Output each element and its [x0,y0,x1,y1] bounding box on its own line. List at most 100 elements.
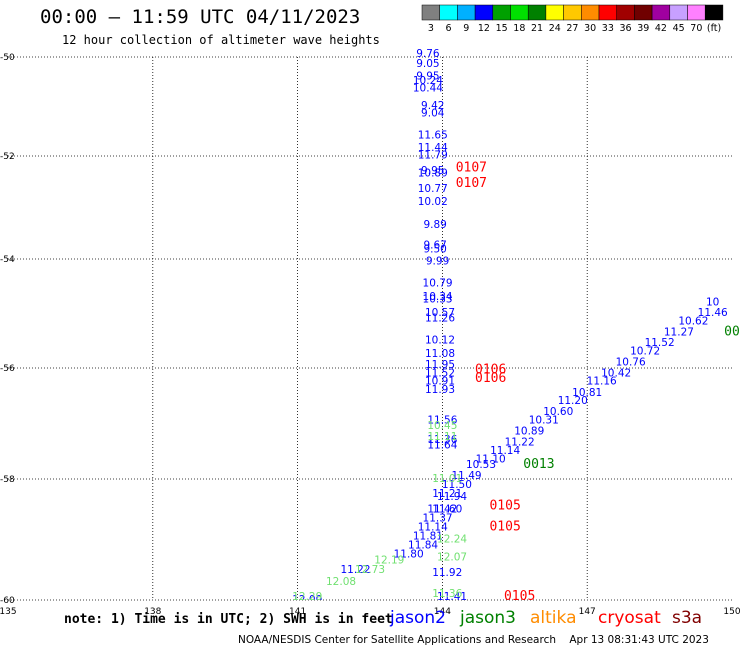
jason2-swh-label: 11.41 [437,591,467,603]
jason2-swh-label: 11.14 [490,445,520,457]
jason3-swh-label: 12.08 [326,576,356,588]
y-tick-label: -60 [0,596,15,606]
scale-label: 36 [620,23,632,34]
x-tick-label: 138 [144,607,161,617]
jason2-swh-label: 11.60 [432,503,462,515]
jason2-swh-label: 11.84 [408,540,438,552]
scale-label: 3 [428,23,434,34]
jason2-swh-label: 11.37 [423,512,453,524]
scale-label: 45 [673,23,685,34]
jason2-swh-label: 11.56 [427,415,457,427]
jason2-swh-label: 11.44 [418,142,448,154]
scale-label: 24 [549,23,561,34]
jason2-swh-label: 10.24 [413,75,443,87]
jason2-swh-label: 11.95 [425,359,455,371]
x-tick-label: 144 [434,607,451,617]
jason3-swh-label: 12.73 [355,564,385,576]
scale-label: 30 [584,23,596,34]
jason2-swh-label: 11.46 [698,307,728,319]
jason2-swh-label: 11.94 [437,491,467,503]
jason2-swh-label: 9.76 [416,48,440,60]
jason2-swh-label: 11.64 [427,439,457,451]
jason2-swh-label: 11.20 [558,395,588,407]
jason3-swh-label: 12.07 [437,552,467,564]
time-label: 0107 [456,160,487,175]
jason2-swh-label: 9.95 [416,70,439,82]
jason2-swh-label: 10.89 [514,426,544,438]
jason2-swh-label: 10.79 [423,277,453,289]
jason2-swh-label: 11.65 [418,130,448,142]
jason2-swh-label: 11.52 [645,337,675,349]
jason2-swh-label: 10.98 [181,643,211,650]
jason2-swh-label: 10.33 [423,294,453,306]
chart-title: 00:00 – 11:59 UTC 04/11/2023 [40,6,361,28]
jason2-swh-label: 11.42 [427,503,457,515]
jason2-swh-label: 10.60 [543,406,573,418]
x-tick-label: 141 [289,607,306,617]
jason2-swh-label: 11.52 [425,367,455,379]
jason2-swh-label: 11.22 [340,564,370,576]
jason2-swh-label: 11.14 [418,521,448,533]
jason2-swh-label: 9.99 [426,255,449,267]
jason2-swh-label: 12.00 [292,594,322,606]
time-label: 0013 [523,457,554,472]
x-tick-label: 150 [723,607,740,617]
y-tick-label: -52 [0,152,15,162]
scale-label: 9 [463,23,469,34]
color-scale-legend: 3 6 9 12 15 18 21 24 27 30 33 36 39 42 45 70 (ft) [421,4,724,34]
jason2-swh-label: 9.95 [421,165,444,177]
time-label: 0105 [504,589,535,604]
grid [8,56,732,601]
jason2-swh-label: 10.81 [572,387,602,399]
jason3-swh-label: 11.36 [432,588,462,600]
jason2-swh-label: 10.34 [423,291,453,303]
time-label: 0105 [489,519,520,534]
scale-swatch [704,4,724,21]
jason2-swh-label: 10.31 [529,415,559,427]
jason2-swh-label: 9.04 [421,107,445,119]
jason2-swh-label: 11.50 [442,479,472,491]
jason2-swh-label: 9.42 [421,100,444,112]
time-label: 0105 [489,498,520,513]
legend-cryosat: cryosat [598,608,661,628]
data-points: 9.769.059.9510.2410.449.429.0411.6511.44… [181,48,740,650]
jason2-swh-label: 11.92 [432,567,462,579]
jason2-swh-label: 11.21 [432,488,462,500]
scale-label: 42 [655,23,667,34]
legend-jason2: jason2 [390,608,446,628]
jason2-swh-label: 11.16 [587,376,617,388]
time-label: 0106 [475,363,506,378]
scale-label: 18 [513,23,525,34]
jason2-swh-label: 11.26 [425,313,455,325]
scale-label: 21 [531,23,543,34]
scale-label: 39 [637,23,649,34]
scale-label: 6 [446,23,452,34]
time-label: 00 [724,324,740,339]
jason2-swh-label: 10.42 [601,367,631,379]
jason2-swh-label: 10.76 [616,356,646,368]
chart-subtitle: 12 hour collection of altimeter wave hei… [62,33,380,47]
jason2-swh-label: 10.91 [425,376,455,388]
scale-label: 33 [602,23,614,34]
jason2-swh-label: 9.50 [423,243,446,255]
x-tick-label: 147 [579,607,596,617]
jason2-swh-label: 11.10 [476,453,506,465]
time-label: 0107 [456,176,487,191]
jason2-swh-label: 10.72 [630,345,660,357]
jason3-swh-label: 12.29 [292,591,322,603]
jason2-swh-label: 10.77 [418,183,448,195]
legend-altika: altika [530,608,577,628]
jason2-swh-label: 11.81 [413,531,443,543]
scale-label: (ft) [707,23,721,34]
jason3-swh-label: 12.24 [437,534,467,546]
jason2-swh-label: 10.89 [418,168,448,180]
y-tick-label: -58 [0,475,15,485]
jason2-swh-label: 11.27 [664,326,694,338]
jason3-swh-label: 10.45 [427,420,457,432]
jason2-swh-label: 11.93 [425,384,455,396]
jason2-swh-label: 10.62 [678,315,708,327]
footer-note: note: 1) Time is in UTC; 2) SWH is in fe… [64,612,393,627]
jason3-swh-label: 13.12 [196,637,226,649]
jason3-swh-label: 11.11 [427,431,457,443]
